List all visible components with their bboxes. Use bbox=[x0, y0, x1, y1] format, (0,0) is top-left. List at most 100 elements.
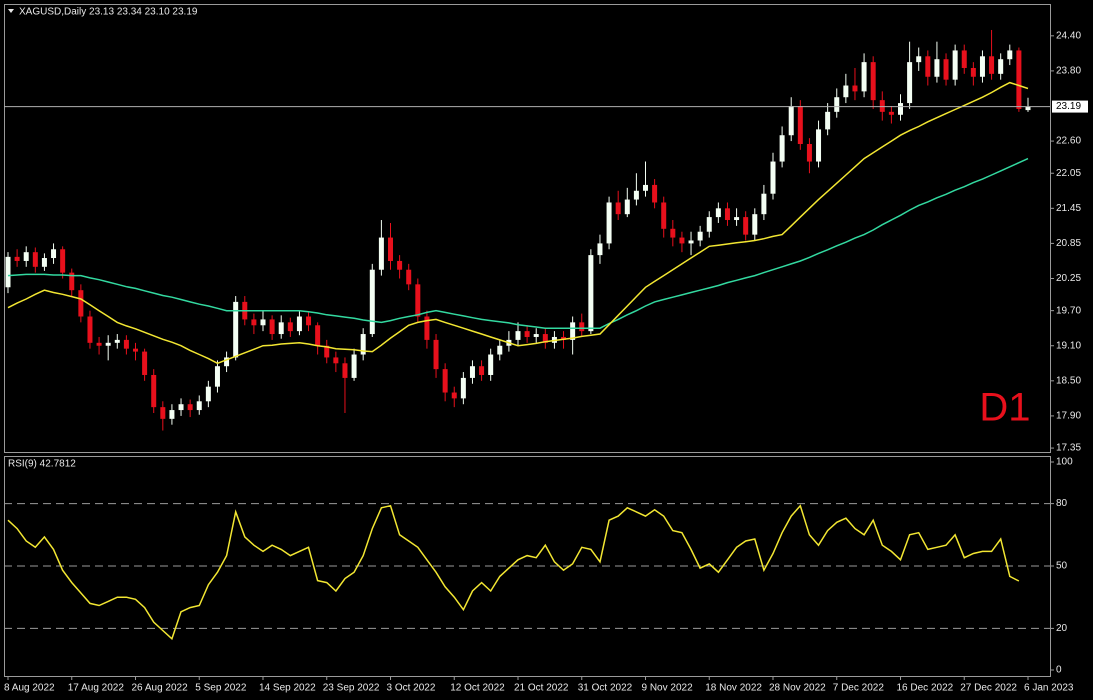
candle-body bbox=[388, 237, 393, 261]
candle-body bbox=[843, 85, 849, 98]
candle-body bbox=[652, 184, 658, 203]
candle-body bbox=[205, 386, 211, 402]
candle-body bbox=[187, 404, 193, 411]
moving-average bbox=[7, 81, 1029, 365]
last-price-box bbox=[1052, 100, 1088, 113]
x-tick-label: 7 Dec 2022 bbox=[833, 683, 885, 694]
candle-body bbox=[5, 256, 11, 288]
indicator-line bbox=[7, 504, 1020, 641]
candle-body bbox=[233, 301, 239, 358]
y-tick-label: 18.50 bbox=[1056, 375, 1081, 386]
candle-body bbox=[269, 319, 275, 335]
x-tick-label: 21 Oct 2022 bbox=[514, 683, 569, 694]
y-tick-label: 22.05 bbox=[1056, 168, 1081, 179]
candle-body bbox=[779, 135, 785, 162]
candle-body bbox=[69, 272, 75, 291]
candle-body bbox=[806, 144, 812, 162]
x-tick-label: 27 Dec 2022 bbox=[960, 683, 1017, 694]
candle-body bbox=[816, 129, 822, 162]
y-tick-label: 19.70 bbox=[1056, 305, 1081, 316]
candle-body bbox=[32, 252, 38, 267]
main-plot bbox=[4, 29, 1050, 431]
candle-body bbox=[797, 105, 803, 145]
candle-body bbox=[378, 237, 384, 270]
candle-body bbox=[916, 56, 922, 63]
candle-body bbox=[588, 255, 594, 332]
candle-body bbox=[451, 392, 457, 399]
chart-title: XAGUSD,Daily 23.13 23.34 23.10 23.19 bbox=[19, 7, 198, 18]
candle-body bbox=[342, 363, 348, 378]
candle-body bbox=[870, 62, 876, 101]
candle-body bbox=[934, 59, 940, 77]
candle-body bbox=[105, 342, 111, 346]
candle-body bbox=[96, 342, 102, 346]
candle-body bbox=[424, 316, 430, 340]
candle-body bbox=[151, 374, 157, 408]
candle-body bbox=[178, 404, 184, 411]
candle-body bbox=[661, 202, 667, 229]
candle-body bbox=[296, 316, 302, 332]
candle-body bbox=[898, 103, 903, 115]
x-tick-label: 31 Oct 2022 bbox=[578, 683, 633, 694]
moving-average bbox=[7, 157, 1029, 329]
y-tick-label: 20 bbox=[1056, 623, 1068, 634]
candle-body bbox=[989, 56, 995, 74]
candle-body bbox=[961, 50, 967, 68]
candle-body bbox=[579, 322, 585, 332]
candle-body bbox=[788, 105, 794, 136]
candle-body bbox=[324, 345, 330, 358]
candle-body bbox=[397, 260, 403, 270]
x-tick-label: 23 Sep 2022 bbox=[323, 683, 380, 694]
candle-body bbox=[643, 184, 648, 191]
candle-body bbox=[907, 62, 913, 104]
candle-body bbox=[761, 193, 767, 215]
candle-body bbox=[943, 59, 949, 80]
candle-body bbox=[606, 202, 612, 244]
candle-body bbox=[497, 345, 503, 355]
candle-body bbox=[825, 111, 831, 130]
y-tick-label: 22.60 bbox=[1056, 136, 1081, 147]
candle-body bbox=[278, 322, 284, 335]
candle-body bbox=[861, 62, 867, 92]
y-tick-label: 50 bbox=[1056, 561, 1068, 572]
candle-body bbox=[406, 269, 412, 285]
candle-body bbox=[260, 319, 266, 326]
candle-body bbox=[360, 334, 366, 355]
candle-body bbox=[925, 56, 931, 77]
candle-body bbox=[970, 67, 976, 77]
x-tick-label: 14 Sep 2022 bbox=[259, 683, 316, 694]
candle-body bbox=[752, 214, 758, 235]
candle-body bbox=[624, 199, 630, 215]
x-tick-label: 6 Jan 2023 bbox=[1024, 683, 1074, 694]
candle-body bbox=[1007, 50, 1013, 60]
y-tick-label: 20.85 bbox=[1056, 238, 1081, 249]
y-tick-label: 20.25 bbox=[1056, 273, 1081, 284]
candle-body bbox=[770, 161, 776, 194]
rsi-title: RSI(9) 42.7812 bbox=[8, 459, 76, 470]
candle-body bbox=[488, 354, 494, 375]
y-tick-label: 0 bbox=[1056, 665, 1062, 676]
candle-body bbox=[214, 366, 220, 387]
axes: 17.35 17.90 18.50 19.10 19.70 20.25 20.85 21.45… bbox=[4, 30, 1088, 694]
x-tick-label: 12 Oct 2022 bbox=[450, 683, 505, 694]
candle-body bbox=[570, 322, 576, 340]
x-tick-label: 8 Aug 2022 bbox=[4, 683, 55, 694]
candle-body bbox=[351, 354, 357, 378]
candle-body bbox=[524, 331, 530, 337]
candle-body bbox=[142, 351, 148, 375]
y-tick-label: 24.40 bbox=[1056, 30, 1081, 41]
candle-body bbox=[888, 111, 894, 115]
candle-body bbox=[697, 231, 703, 241]
candle-body bbox=[715, 208, 721, 218]
candle-body bbox=[224, 357, 230, 367]
rsi-plot bbox=[4, 503, 1050, 641]
candle-body bbox=[60, 249, 66, 273]
x-tick-label: 16 Dec 2022 bbox=[897, 683, 954, 694]
candle-body bbox=[333, 357, 339, 364]
y-tick-label: 17.35 bbox=[1056, 443, 1081, 454]
candle-body bbox=[834, 97, 840, 112]
candle-body bbox=[670, 228, 676, 238]
